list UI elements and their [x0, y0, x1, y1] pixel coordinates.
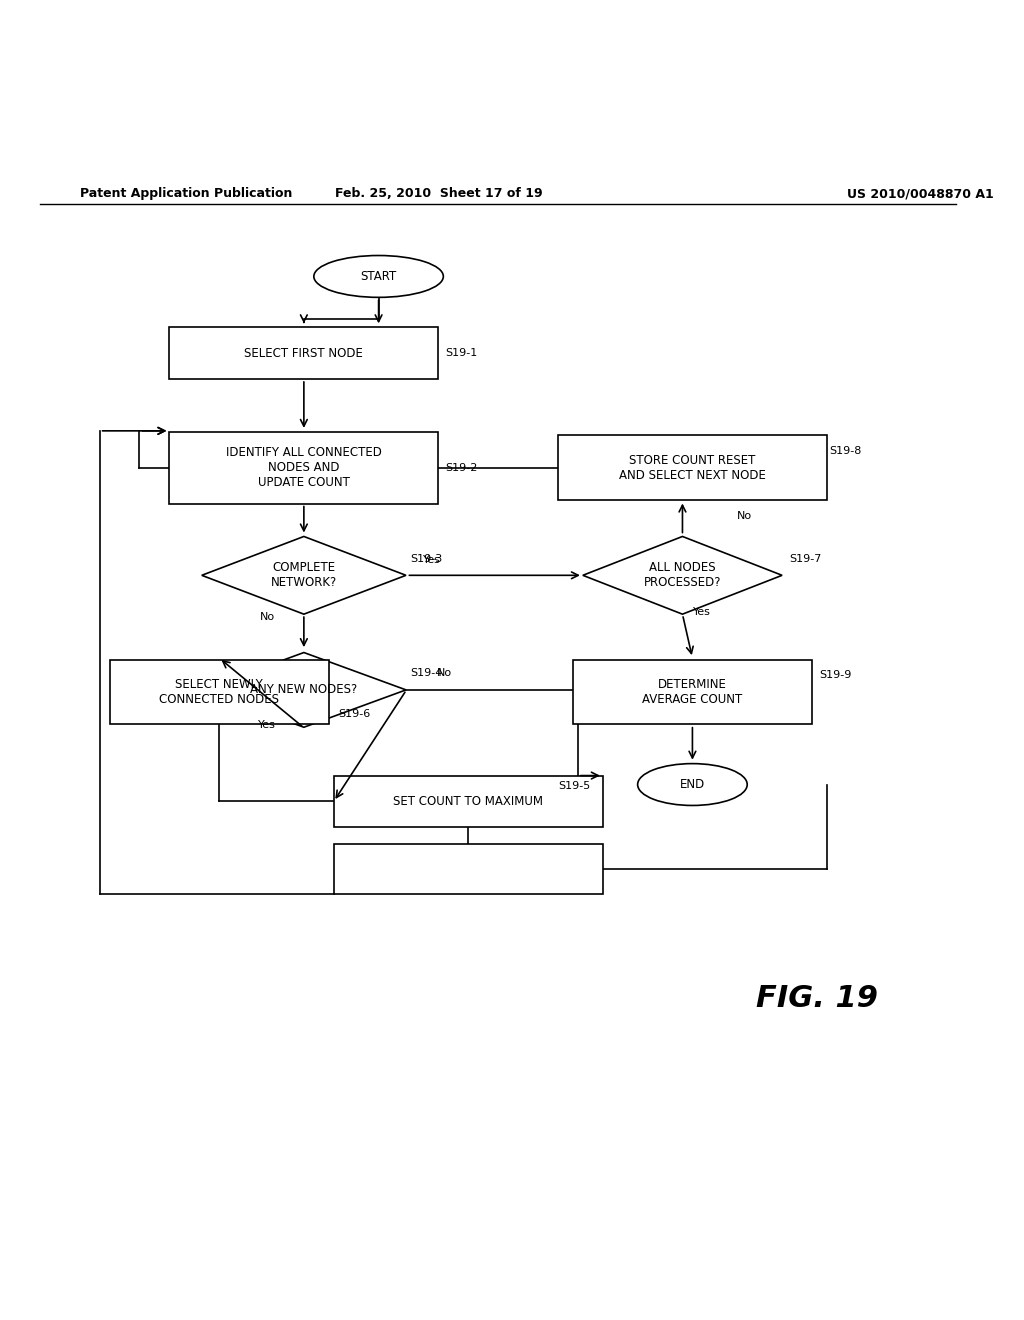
FancyBboxPatch shape [334, 845, 603, 894]
Text: Feb. 25, 2010  Sheet 17 of 19: Feb. 25, 2010 Sheet 17 of 19 [335, 187, 542, 201]
Polygon shape [202, 652, 406, 727]
Text: Yes: Yes [258, 719, 275, 730]
Text: S19-7: S19-7 [790, 554, 821, 565]
Text: ANY NEW NODES?: ANY NEW NODES? [250, 684, 357, 697]
Text: S19-4: S19-4 [411, 668, 442, 678]
FancyBboxPatch shape [169, 432, 438, 504]
Ellipse shape [313, 256, 443, 297]
FancyBboxPatch shape [558, 436, 827, 500]
Text: Yes: Yes [693, 607, 712, 618]
Polygon shape [583, 536, 782, 614]
Text: DETERMINE
AVERAGE COUNT: DETERMINE AVERAGE COUNT [642, 678, 742, 706]
FancyBboxPatch shape [572, 660, 812, 725]
Text: Patent Application Publication: Patent Application Publication [80, 187, 292, 201]
Text: START: START [360, 269, 396, 282]
Text: SET COUNT TO MAXIMUM: SET COUNT TO MAXIMUM [393, 795, 544, 808]
Text: IDENTIFY ALL CONNECTED
NODES AND
UPDATE COUNT: IDENTIFY ALL CONNECTED NODES AND UPDATE … [226, 446, 382, 490]
Text: S19-2: S19-2 [445, 463, 478, 473]
Text: Yes: Yes [423, 556, 441, 565]
Text: No: No [436, 668, 452, 678]
Ellipse shape [638, 763, 748, 805]
Polygon shape [202, 536, 406, 614]
Text: ALL NODES
PROCESSED?: ALL NODES PROCESSED? [644, 561, 721, 589]
FancyBboxPatch shape [169, 327, 438, 379]
Text: END: END [680, 777, 706, 791]
Text: S19-5: S19-5 [558, 780, 590, 791]
Text: S19-9: S19-9 [819, 671, 851, 680]
Text: No: No [259, 612, 274, 622]
Text: SELECT FIRST NODE: SELECT FIRST NODE [245, 347, 364, 359]
Text: STORE COUNT RESET
AND SELECT NEXT NODE: STORE COUNT RESET AND SELECT NEXT NODE [618, 454, 766, 482]
Text: COMPLETE
NETWORK?: COMPLETE NETWORK? [270, 561, 337, 589]
Text: US 2010/0048870 A1: US 2010/0048870 A1 [847, 187, 993, 201]
Text: S19-8: S19-8 [828, 446, 861, 455]
FancyBboxPatch shape [334, 776, 603, 828]
Text: FIG. 19: FIG. 19 [756, 985, 878, 1014]
Text: S19-6: S19-6 [339, 709, 371, 719]
FancyBboxPatch shape [110, 660, 329, 725]
Text: S19-1: S19-1 [445, 348, 477, 358]
Text: No: No [737, 511, 753, 520]
Text: SELECT NEWLY
CONNECTED NODES: SELECT NEWLY CONNECTED NODES [159, 678, 280, 706]
Text: S19-3: S19-3 [411, 554, 442, 565]
